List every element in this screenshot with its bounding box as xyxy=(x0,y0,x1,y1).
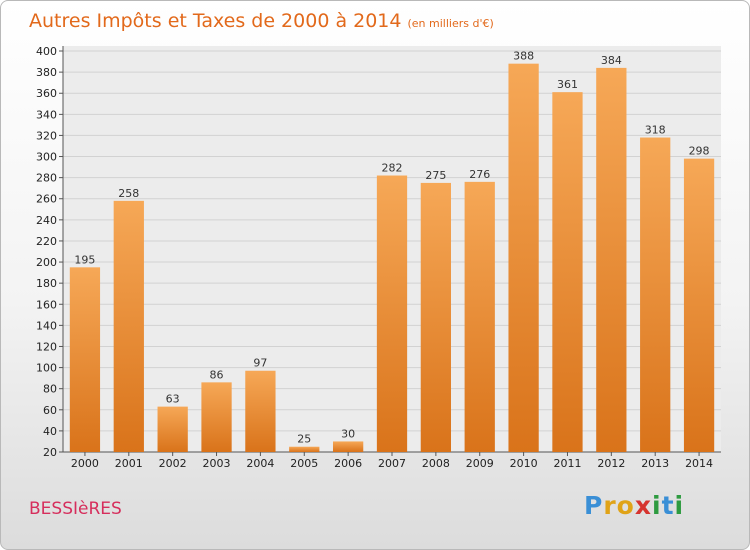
logo-letter: r xyxy=(603,491,617,520)
y-tick-label: 20 xyxy=(43,446,57,459)
logo-letter: i xyxy=(674,491,685,520)
logo-letter: P xyxy=(584,491,604,520)
y-tick-label: 260 xyxy=(36,193,57,206)
bar-2006 xyxy=(332,441,364,452)
bar-value-label: 282 xyxy=(382,162,403,175)
x-tick-label: 2002 xyxy=(159,457,187,470)
title-text: Autres Impôts et Taxes de 2000 à 2014 xyxy=(29,10,402,32)
y-tick-label: 280 xyxy=(36,172,57,185)
city-name: BESSIèRES xyxy=(29,499,122,519)
bar-value-label: 25 xyxy=(297,433,311,446)
bar-value-label: 318 xyxy=(645,124,666,137)
y-tick-label: 160 xyxy=(36,298,57,311)
x-axis: 2000 2001 2002 2003 2004 2005 2006 2007 2008 2009… xyxy=(71,452,713,470)
x-tick-label: 2004 xyxy=(246,457,274,470)
x-tick-label: 2011 xyxy=(553,457,581,470)
bar-value-label: 388 xyxy=(513,50,534,63)
bar-2014 xyxy=(683,158,715,452)
bar-2007 xyxy=(376,175,408,452)
x-tick-label: 2012 xyxy=(597,457,625,470)
x-tick-label: 2001 xyxy=(115,457,143,470)
x-tick-label: 2007 xyxy=(378,457,406,470)
y-tick-label: 240 xyxy=(36,214,57,227)
bar-2003 xyxy=(201,382,232,452)
y-tick-label: 200 xyxy=(36,256,57,269)
bars: 195 258 63 86 97 25 30 282 275 276 388 361 384 318 298 xyxy=(69,50,715,453)
x-tick-label: 2010 xyxy=(510,457,538,470)
logo-letter: o xyxy=(616,491,635,520)
unit-note: (en milliers d'€) xyxy=(407,17,494,30)
bar-value-label: 275 xyxy=(425,169,446,182)
bar-2012 xyxy=(596,67,627,452)
bar-2004 xyxy=(245,370,276,452)
y-tick-label: 100 xyxy=(36,362,57,375)
bar-value-label: 97 xyxy=(253,357,267,370)
x-tick-label: 2005 xyxy=(290,457,318,470)
logo-letter: t xyxy=(661,491,675,520)
y-tick-label: 400 xyxy=(36,45,57,58)
y-tick-label: 360 xyxy=(36,87,57,100)
x-tick-label: 2009 xyxy=(466,457,494,470)
bar-2000 xyxy=(69,267,101,452)
y-tick-label: 320 xyxy=(36,129,57,142)
x-tick-label: 2003 xyxy=(203,457,231,470)
bar-2013 xyxy=(640,137,671,452)
x-tick-label: 2006 xyxy=(334,457,362,470)
logo-letter: x xyxy=(634,491,652,520)
y-tick-label: 60 xyxy=(43,404,57,417)
y-tick-label: 180 xyxy=(36,277,57,290)
x-tick-label: 2013 xyxy=(641,457,669,470)
y-axis: 20 40 60 80 100 120 140 160 180 200 220 240 260 280 30… xyxy=(36,45,721,459)
chart-title: Autres Impôts et Taxes de 2000 à 2014 (en… xyxy=(29,10,494,32)
bar-2002 xyxy=(157,406,188,452)
x-tick-label: 2000 xyxy=(71,457,99,470)
bar-value-label: 30 xyxy=(341,427,355,440)
y-tick-label: 220 xyxy=(36,235,57,248)
bar-2009 xyxy=(464,181,495,452)
y-tick-label: 120 xyxy=(36,340,57,353)
y-tick-label: 300 xyxy=(36,151,57,164)
y-tick-label: 340 xyxy=(36,108,57,121)
bar-value-label: 361 xyxy=(557,78,578,91)
x-tick-label: 2014 xyxy=(685,457,713,470)
y-tick-label: 40 xyxy=(43,425,57,438)
bar-value-label: 63 xyxy=(166,393,180,406)
logo-letter: i xyxy=(652,491,662,520)
bar-value-label: 276 xyxy=(469,168,490,181)
y-tick-label: 380 xyxy=(36,66,57,79)
bar-2010 xyxy=(508,63,539,453)
bar-2011 xyxy=(552,92,583,452)
y-tick-label: 140 xyxy=(36,319,57,332)
bar-value-label: 298 xyxy=(689,145,710,158)
bar-value-label: 86 xyxy=(210,368,224,381)
bar-2008 xyxy=(420,182,452,452)
bar-2001 xyxy=(113,200,144,452)
y-tick-label: 80 xyxy=(43,383,57,396)
x-tick-label: 2008 xyxy=(422,457,450,470)
bar-value-label: 384 xyxy=(601,54,622,67)
bar-2005 xyxy=(289,446,320,452)
bar-value-label: 195 xyxy=(74,253,95,266)
bar-value-label: 258 xyxy=(118,187,139,200)
proxiti-logo: Proxiti xyxy=(584,491,684,520)
